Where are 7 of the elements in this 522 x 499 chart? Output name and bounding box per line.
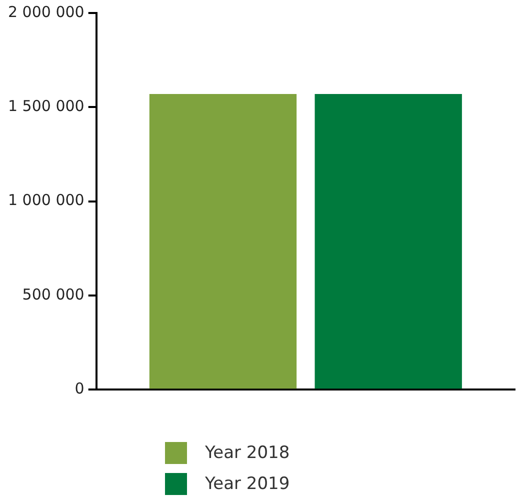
legend-label: Year 2018 <box>205 442 290 462</box>
y-tick-label: 0 <box>74 379 84 398</box>
y-tick-label: 2 000 000 <box>8 2 84 21</box>
y-tick-label: 500 000 <box>22 285 84 304</box>
y-tick-label: 1 500 000 <box>8 97 84 116</box>
legend-label: Year 2019 <box>205 474 290 494</box>
y-tick-label: 1 000 000 <box>8 191 84 210</box>
